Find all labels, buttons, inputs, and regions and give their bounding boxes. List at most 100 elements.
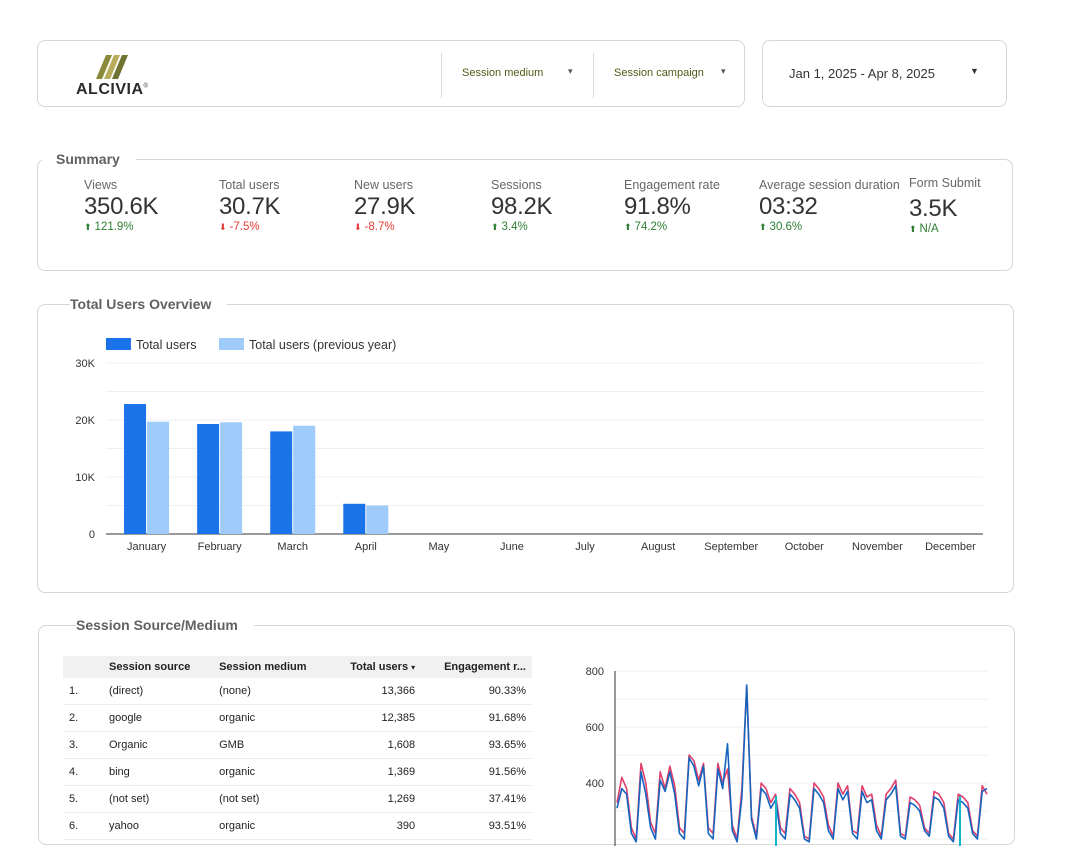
row-index: 2. — [63, 704, 103, 732]
arrow-down-icon: ⬇ — [354, 222, 362, 232]
session-campaign-label: Session campaign — [614, 67, 704, 79]
metric-total-users: Total users 30.7K ⬇ -7.5% — [219, 178, 281, 233]
column-header-session-medium[interactable]: Session medium — [213, 656, 331, 678]
table-row[interactable]: 1. (direct) (none) 13,366 90.33% — [63, 678, 532, 705]
summary-title: Summary — [42, 151, 136, 167]
session-source-cell: (not set) — [103, 785, 214, 813]
row-index: 3. — [63, 731, 103, 759]
row-index: 1. — [63, 678, 103, 705]
session-campaign-filter[interactable]: Session campaign ▾ — [614, 66, 729, 79]
row-index: 5. — [63, 785, 103, 813]
y-tick-label: 20K — [75, 415, 95, 427]
y-tick-label: 400 — [586, 778, 604, 790]
logo-mark-icon — [96, 55, 128, 79]
company-logo: ALCIVIA® — [76, 53, 156, 99]
bar-total-users — [343, 503, 366, 534]
y-tick-label: 0 — [89, 529, 95, 541]
arrow-up-icon: ⬆ — [624, 222, 632, 232]
engagement-rate-cell: 93.51% — [421, 812, 532, 840]
bar-total-users-previous-year — [147, 421, 170, 534]
session-source-cell: yahoo — [103, 812, 214, 840]
metric-views: Views 350.6K ⬆ 121.9% — [84, 178, 159, 233]
arrow-up-icon: ⬆ — [909, 224, 917, 234]
total-users-cell: 12,385 — [330, 704, 422, 732]
metric-avg-session-duration: Average session duration 03:32 ⬆ 30.6% — [759, 178, 900, 233]
metric-form-submit: Form Submit 3.5K ⬆ N/A — [909, 176, 981, 235]
bar-total-users — [197, 423, 220, 534]
bar-total-users-previous-year — [366, 505, 389, 534]
x-tick-label: February — [198, 541, 243, 553]
divider — [593, 53, 594, 98]
session-medium-cell: (none) — [213, 678, 331, 705]
total-users-cell: 1,608 — [330, 731, 422, 759]
arrow-down-icon: ⬇ — [219, 222, 227, 232]
session-medium-cell: organic — [213, 812, 331, 840]
engagement-rate-cell: 90.33% — [421, 678, 532, 705]
bar-total-users-previous-year — [293, 425, 316, 534]
table-header-row: Session source Session medium Total user… — [63, 656, 532, 678]
x-tick-label: July — [575, 541, 595, 553]
engagement-rate-cell: 37.41% — [421, 785, 532, 813]
legend-swatch-total-users — [106, 338, 131, 350]
overview-title: Total Users Overview — [70, 296, 228, 312]
total-users-cell: 1,369 — [330, 758, 422, 786]
arrow-up-icon: ⬆ — [84, 222, 92, 232]
index-header — [63, 656, 103, 678]
bar-total-users — [270, 431, 293, 534]
y-tick-label: 10K — [75, 472, 95, 484]
chevron-down-icon: ▼ — [970, 66, 979, 76]
total-users-bar-chart: 0 10K 20K 30K Total users Total users (previo… — [75, 338, 983, 553]
chevron-down-icon: ▾ — [568, 66, 573, 76]
date-range-text: Jan 1, 2025 - Apr 8, 2025 — [789, 66, 935, 81]
arrow-up-icon: ⬆ — [759, 222, 767, 232]
row-index: 4. — [63, 758, 103, 786]
session-medium-cell: organic — [213, 758, 331, 786]
x-tick-label: January — [127, 541, 167, 553]
x-tick-label: September — [704, 541, 758, 553]
x-tick-label: December — [925, 541, 976, 553]
x-tick-label: October — [785, 541, 824, 553]
metric-engagement-rate: Engagement rate 91.8% ⬆ 74.2% — [624, 178, 720, 233]
x-tick-label: November — [852, 541, 903, 553]
session-medium-cell: (not set) — [213, 785, 331, 813]
divider — [441, 53, 442, 98]
session-source-medium-panel: Session Source/Medium Session source Ses… — [38, 617, 1015, 846]
metric-sessions: Sessions 98.2K ⬆ 3.4% — [491, 178, 553, 233]
engagement-rate-cell: 91.56% — [421, 758, 532, 786]
session-medium-cell: organic — [213, 704, 331, 732]
column-header-total-users[interactable]: Total users ▾ — [330, 656, 422, 678]
x-tick-label: June — [500, 541, 524, 553]
column-header-engagement-rate[interactable]: Engagement r... — [421, 656, 532, 678]
session-source-cell: google — [103, 704, 214, 732]
engagement-rate-cell: 91.68% — [421, 704, 532, 732]
table-row[interactable]: 2. google organic 12,385 91.68% — [63, 704, 532, 732]
chevron-down-icon: ▾ — [721, 66, 726, 76]
summary-panel: Summary Views 350.6K ⬆ 121.9% Total users… — [37, 151, 1013, 271]
session-medium-filter[interactable]: Session medium ▾ — [462, 66, 573, 79]
table-row[interactable]: 6. yahoo organic 390 93.51% — [63, 812, 532, 840]
legend-label-total-users: Total users — [136, 338, 196, 352]
source-medium-title: Session Source/Medium — [76, 617, 254, 633]
table-row[interactable]: 5. (not set) (not set) 1,269 37.41% — [63, 785, 532, 813]
arrow-up-icon: ⬆ — [491, 222, 499, 232]
source-medium-table: Session source Session medium Total user… — [63, 656, 532, 840]
x-tick-label: August — [641, 541, 675, 553]
logo-wordmark: ALCIVIA® — [76, 81, 149, 98]
y-tick-label: 30K — [75, 358, 95, 370]
session-medium-label: Session medium — [462, 67, 544, 79]
column-header-session-source[interactable]: Session source — [103, 656, 214, 678]
table-row[interactable]: 3. Organic GMB 1,608 93.65% — [63, 731, 532, 759]
x-tick-label: March — [277, 541, 308, 553]
engagement-rate-cell: 93.65% — [421, 731, 532, 759]
session-source-cell: bing — [103, 758, 214, 786]
session-medium-cell: GMB — [213, 731, 331, 759]
sessions-line-chart: 400 600 800 — [586, 666, 989, 846]
y-tick-label: 800 — [586, 666, 604, 678]
x-tick-label: April — [355, 541, 377, 553]
legend-label-previous-year: Total users (previous year) — [249, 338, 396, 352]
total-users-cell: 13,366 — [330, 678, 422, 705]
date-range-picker[interactable]: Jan 1, 2025 - Apr 8, 2025 ▼ — [762, 40, 1007, 107]
table-row[interactable]: 4. bing organic 1,369 91.56% — [63, 758, 532, 786]
sort-desc-icon: ▾ — [411, 663, 416, 672]
row-index: 6. — [63, 812, 103, 840]
